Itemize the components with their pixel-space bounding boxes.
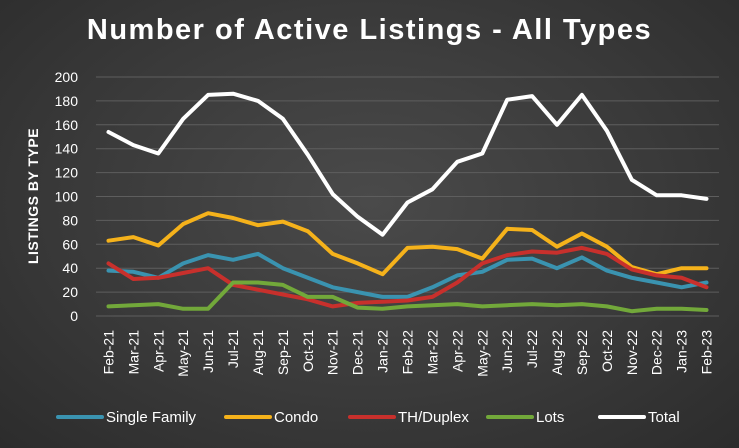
series-line-th-duplex xyxy=(106,245,709,309)
y-tick-label: 80 xyxy=(62,212,78,228)
y-tick-label: 100 xyxy=(55,189,79,205)
y-tick-label: 180 xyxy=(55,93,79,109)
x-tick-label: May-21 xyxy=(175,330,191,377)
x-tick-label: Oct-21 xyxy=(300,330,316,372)
legend-label-single-family: Single Family xyxy=(106,409,197,426)
legend: Single Family Condo TH/Duplex Lots Total xyxy=(56,409,680,426)
x-tick-label: Dec-21 xyxy=(350,330,366,375)
legend-label-th-duplex: TH/Duplex xyxy=(398,409,469,426)
y-tick-label: 40 xyxy=(62,260,78,276)
x-tick-label: Jul-21 xyxy=(225,330,241,368)
series-lines xyxy=(106,91,709,314)
x-tick-label: Feb-21 xyxy=(100,330,116,375)
x-tick-label: Dec-22 xyxy=(649,330,665,375)
x-tick-label: May-22 xyxy=(474,330,490,377)
x-tick-label: Mar-21 xyxy=(125,330,141,375)
x-tick-label: Nov-22 xyxy=(624,330,640,375)
x-tick-label: Nov-21 xyxy=(325,330,341,375)
y-axis-title: LISTINGS BY TYPE xyxy=(25,128,41,264)
x-axis-ticks: Feb-21 Mar-21 Apr-21 May-21 Jun-21 Jul-21 Aug-… xyxy=(100,330,714,377)
x-tick-label: Oct-22 xyxy=(599,330,615,372)
x-tick-label: Mar-22 xyxy=(424,330,440,375)
x-tick-label: Jul-22 xyxy=(524,330,540,368)
x-tick-label: Sep-22 xyxy=(574,330,590,375)
y-tick-label: 20 xyxy=(62,284,78,300)
x-tick-label: Feb-23 xyxy=(699,330,715,375)
x-tick-label: Sep-21 xyxy=(275,330,291,375)
y-tick-label: 160 xyxy=(55,117,79,133)
x-tick-label: Jun-21 xyxy=(200,330,216,373)
y-tick-label: 200 xyxy=(55,69,79,85)
y-tick-label: 60 xyxy=(62,236,78,252)
series-line-single-family xyxy=(106,251,709,299)
x-tick-label: Apr-21 xyxy=(150,330,166,372)
y-tick-label: 120 xyxy=(55,165,79,181)
chart-title: Number of Active Listings - All Types xyxy=(86,14,653,46)
y-tick-label: 0 xyxy=(70,308,78,324)
x-tick-label: Jan-23 xyxy=(674,330,690,373)
y-axis-ticks: 0 20 40 60 80 100 120 140 160 180 200 xyxy=(55,69,79,324)
x-tick-label: Jun-22 xyxy=(499,330,515,373)
x-tick-label: Aug-22 xyxy=(549,330,565,375)
x-tick-label: Jan-22 xyxy=(375,330,391,373)
x-tick-label: Apr-22 xyxy=(449,330,465,372)
series-line-total xyxy=(106,91,709,237)
series-line-lots xyxy=(106,280,709,314)
series-line-condo xyxy=(106,211,709,277)
x-tick-label: Feb-22 xyxy=(400,330,416,375)
legend-label-total: Total xyxy=(648,409,680,426)
legend-label-condo: Condo xyxy=(274,409,318,426)
y-tick-label: 140 xyxy=(55,141,79,157)
x-tick-label: Aug-21 xyxy=(250,330,266,375)
legend-label-lots: Lots xyxy=(536,409,564,426)
